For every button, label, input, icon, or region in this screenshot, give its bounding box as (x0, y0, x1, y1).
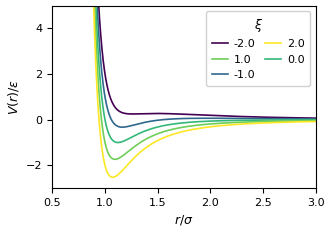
2.0 (314, 120, 317, 123)
1.0 (113, 158, 117, 161)
Line: -2.0: -2.0 (92, 0, 315, 118)
1.0 (102, 135, 106, 137)
-1.0 (307, 117, 311, 120)
1.0 (307, 119, 311, 122)
2.0 (111, 176, 115, 179)
0.0 (116, 141, 120, 144)
Line: -1.0: -1.0 (92, 0, 315, 127)
-2.0 (102, 64, 106, 66)
1.0 (199, 123, 203, 126)
0.0 (266, 119, 270, 121)
2.0 (307, 120, 311, 123)
Legend: -2.0, 1.0, -1.0, 2.0, 0.0, : -2.0, 1.0, -1.0, 2.0, 0.0, (206, 11, 310, 86)
-1.0 (266, 117, 270, 120)
-1.0 (307, 117, 311, 120)
0.0 (307, 118, 311, 121)
-2.0 (307, 117, 311, 120)
-2.0 (307, 117, 311, 120)
2.0 (199, 127, 203, 130)
-2.0 (314, 117, 317, 120)
0.0 (193, 120, 197, 123)
-1.0 (314, 118, 317, 120)
-2.0 (266, 116, 270, 119)
-2.0 (199, 113, 203, 116)
Line: 0.0: 0.0 (92, 0, 315, 143)
1.0 (266, 120, 270, 123)
Y-axis label: $V(r)/\varepsilon$: $V(r)/\varepsilon$ (6, 79, 20, 115)
-1.0 (199, 117, 203, 120)
0.0 (307, 118, 311, 121)
1.0 (314, 119, 317, 122)
Line: 2.0: 2.0 (92, 0, 315, 177)
X-axis label: $r/\sigma$: $r/\sigma$ (174, 213, 194, 227)
-1.0 (193, 117, 197, 120)
1.0 (307, 119, 311, 122)
1.0 (193, 124, 197, 127)
-1.0 (120, 126, 124, 129)
Line: 1.0: 1.0 (92, 0, 315, 159)
2.0 (102, 158, 106, 161)
2.0 (193, 128, 197, 130)
-2.0 (193, 113, 197, 116)
0.0 (314, 118, 317, 121)
0.0 (102, 111, 106, 114)
0.0 (199, 120, 203, 123)
-1.0 (102, 87, 106, 90)
2.0 (307, 120, 311, 123)
2.0 (266, 121, 270, 124)
